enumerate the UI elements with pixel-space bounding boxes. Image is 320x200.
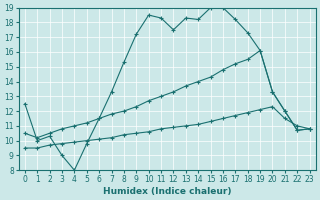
X-axis label: Humidex (Indice chaleur): Humidex (Indice chaleur)	[103, 187, 231, 196]
